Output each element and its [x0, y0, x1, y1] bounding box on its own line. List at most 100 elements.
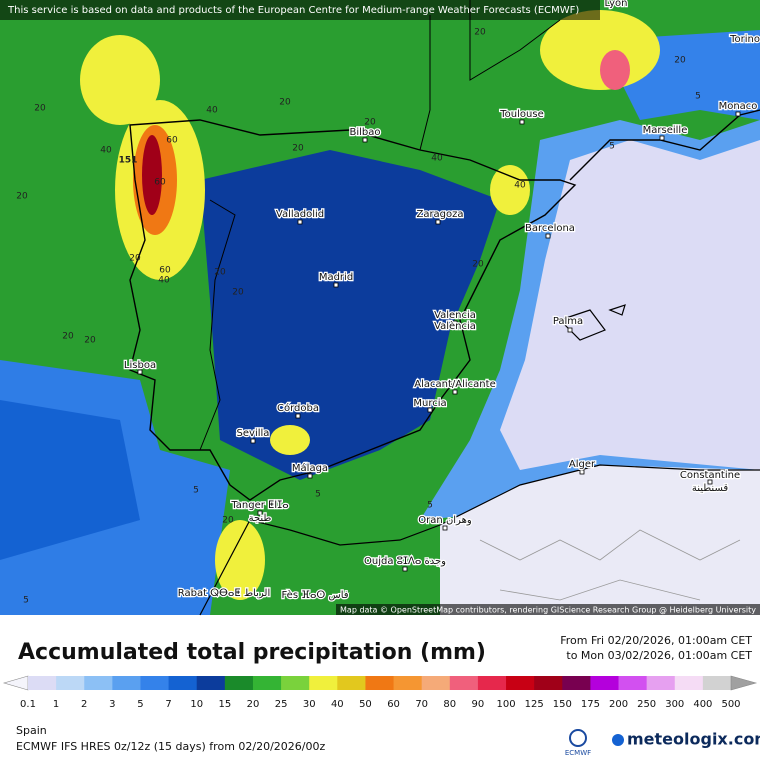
precip-field — [600, 50, 630, 90]
contour-labels: 1516060604040404040202020202020202020202… — [16, 28, 701, 606]
contour-label: 5 — [23, 596, 29, 606]
city-label: Constantine — [680, 470, 740, 481]
city-dot — [295, 413, 301, 419]
date-from: From Fri 02/20/2026, 01:00am CET — [560, 634, 752, 647]
colorbar-label: 60 — [387, 699, 400, 710]
precip-field — [200, 150, 500, 480]
colorbar-arrow — [730, 675, 758, 691]
city-label: Alger — [569, 459, 596, 470]
colorbar-label: 1 — [53, 699, 59, 710]
city-dot — [257, 510, 263, 516]
contour-label: 40 — [514, 181, 526, 191]
contour-label: 60 — [154, 178, 166, 188]
model-info: ECMWF IFS HRES 0z/12z (15 days) from 02/… — [16, 740, 326, 753]
contour-label: 20 — [214, 268, 226, 278]
colorbar-label: 15 — [218, 699, 231, 710]
colorbar-swatch — [477, 676, 507, 690]
colorbar-label: 150 — [553, 699, 572, 710]
colorbar-arrow — [2, 675, 29, 691]
ecmwf-icon — [569, 729, 587, 747]
colorbar-swatch — [224, 676, 254, 690]
city-label: Fès ⴼⴰⵙ فاس — [281, 589, 348, 601]
region: Spain — [16, 724, 47, 737]
contour-label: 20 — [674, 56, 686, 66]
colorbar-swatch — [562, 676, 591, 690]
precip-field — [440, 465, 760, 615]
contour-label: 20 — [472, 260, 484, 270]
colorbar-label: 400 — [693, 699, 712, 710]
contour-label: 20 — [129, 254, 141, 264]
city-label: Valencia — [434, 310, 476, 321]
colorbar-swatch — [56, 676, 85, 690]
precip-field — [500, 140, 760, 470]
colorbar-swatch — [393, 676, 423, 690]
city-label: قسنطينة — [692, 483, 729, 494]
city-label: Palma — [553, 316, 583, 327]
colorbar-swatch — [702, 676, 732, 690]
colorbar-swatch — [196, 676, 226, 690]
colorbar-label: 250 — [637, 699, 656, 710]
colorbar-label: 30 — [303, 699, 316, 710]
city-label: Zaragoza — [416, 209, 463, 220]
colorbar-label: 125 — [525, 699, 544, 710]
city-label: طنجة — [249, 513, 272, 524]
city-dot — [519, 119, 525, 125]
colorbar: 0.1 1 2 3 5 7 10 15 20 25 30 40 50 60 70 80 90 100 125 150 1… — [2, 675, 758, 710]
colorbar-swatch — [337, 676, 366, 690]
precip-field — [215, 520, 265, 600]
city-label: Valladolid — [276, 209, 324, 220]
city-dot — [545, 233, 551, 239]
city-label: Barcelona — [525, 223, 575, 234]
colorbar-label: 2 — [81, 699, 87, 710]
contour-label: 151 — [119, 156, 138, 166]
colorbar-label: 70 — [415, 699, 428, 710]
city-dot — [452, 389, 458, 395]
contour-label: 20 — [232, 288, 244, 298]
meteologix-logo: meteologix.com — [627, 730, 760, 749]
colorbar-label: 5 — [137, 699, 143, 710]
city-labels: Lyon Torino Monaco Marseille Toulouse Bilbao V… — [123, 0, 760, 602]
banner: This service is based on data and produc… — [7, 5, 579, 16]
ecmwf-logo: ECMWF — [565, 749, 591, 757]
contour-label: 20 — [279, 98, 291, 108]
city-label: Córdoba — [277, 402, 319, 414]
city-label: Toulouse — [499, 109, 543, 120]
city-label: València — [434, 320, 476, 332]
precip-field — [490, 165, 530, 215]
contour-label: 20 — [84, 336, 96, 346]
city-label: Sevilla — [237, 428, 270, 439]
contour-label: 20 — [364, 118, 376, 128]
city-dot — [452, 320, 458, 326]
city-dot — [402, 566, 408, 572]
colorbar-swatch — [365, 676, 395, 690]
border — [479, 529, 741, 601]
contour-label: 40 — [158, 276, 170, 286]
attribution-bg — [336, 604, 760, 615]
city-label: Oujda ⵓⵊⴷⴰ وجدة — [364, 556, 446, 567]
meteologix-icon — [612, 734, 624, 746]
attribution: Map data © OpenStreetMap contributors, r… — [340, 606, 756, 615]
colorbar-label: 7 — [165, 699, 171, 710]
colorbar-swatch — [618, 676, 648, 690]
city-dot — [567, 327, 573, 333]
city-dot — [250, 438, 256, 444]
colorbar-swatch — [112, 676, 141, 690]
map: This service is based on data and produc… — [0, 0, 760, 616]
city-label: Tanger ⵟⵏⵊⴰ — [230, 500, 288, 511]
city-dot — [307, 473, 313, 479]
colorbar-swatch — [590, 676, 620, 690]
city-dot — [442, 525, 448, 531]
colorbar-label: 25 — [275, 699, 288, 710]
contour-label: 20 — [292, 144, 304, 154]
contour-label: 60 — [166, 136, 178, 146]
contour-label: 5 — [315, 490, 321, 500]
city-dot — [735, 111, 741, 117]
colorbar-swatch — [168, 676, 198, 690]
city-label: Marseille — [643, 125, 688, 136]
colorbar-swatch — [534, 676, 563, 690]
contour-label: 5 — [193, 486, 199, 496]
colorbar-label: 0.1 — [20, 699, 36, 710]
island — [558, 304, 626, 341]
colorbar-label: 20 — [247, 699, 260, 710]
city-dot — [137, 369, 143, 375]
